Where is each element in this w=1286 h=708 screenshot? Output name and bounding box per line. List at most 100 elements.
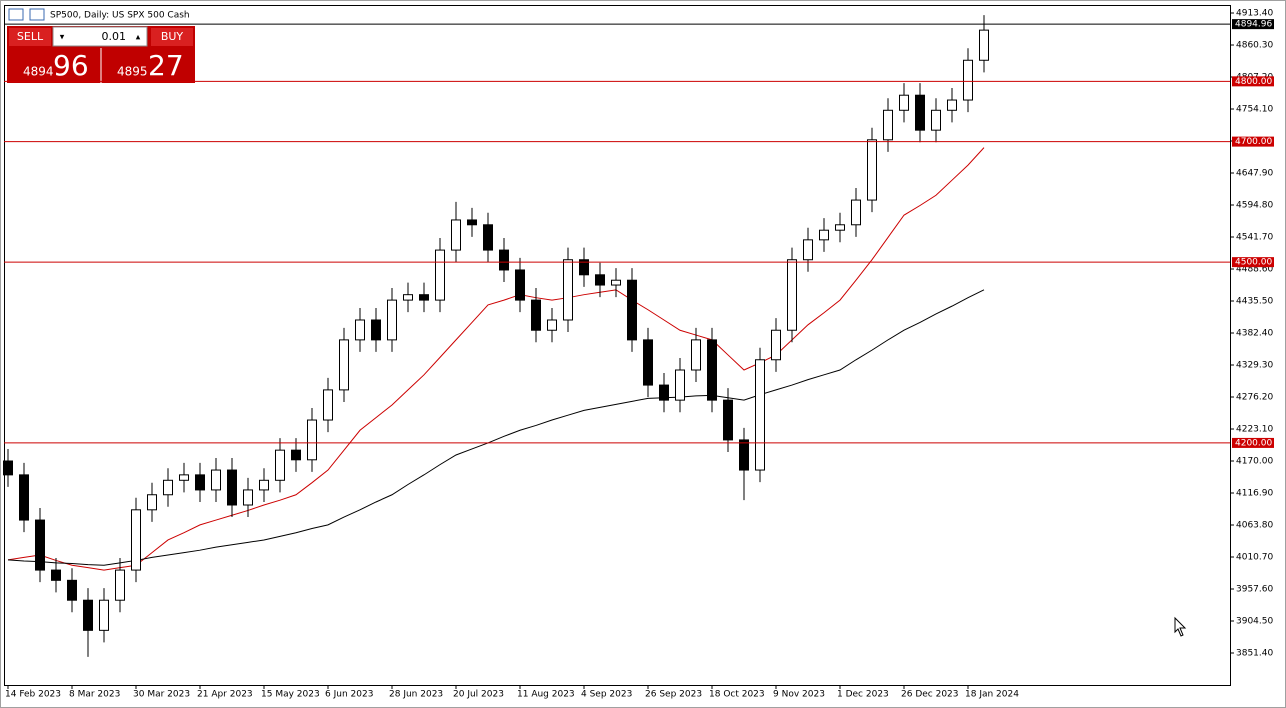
candle-body [787, 259, 797, 331]
candle-body [371, 319, 381, 341]
candle-body [563, 259, 573, 321]
lot-value: 0.01 [102, 30, 127, 43]
candle-body [67, 579, 77, 601]
ask-main: 4895 [117, 65, 148, 79]
bid-main: 4894 [23, 65, 54, 79]
lot-up[interactable]: ▴ [136, 33, 141, 43]
trade-panel: SELL ▾ 0.01 ▴ BUY 4894 96 4895 27 [7, 26, 195, 83]
candle-body [275, 449, 285, 481]
candle-body [227, 469, 237, 506]
x-tick-label: 18 Jan 2024 [965, 690, 1019, 700]
candle-body [867, 139, 877, 201]
buy-label: BUY [161, 30, 184, 43]
candle-body [51, 569, 61, 581]
candle-body [211, 469, 221, 491]
x-tick-label: 26 Sep 2023 [645, 690, 702, 700]
candle-body [531, 299, 541, 331]
y-tick-label: 3904.50 [1236, 617, 1273, 627]
x-tick-label: 15 May 2023 [261, 690, 320, 700]
level-label: 4800.00 [1235, 77, 1272, 87]
y-tick-label: 4116.90 [1236, 489, 1273, 499]
buy-button[interactable] [151, 28, 193, 46]
candle-body [707, 339, 717, 401]
level-label-box [1232, 76, 1274, 87]
y-tick-label: 4435.50 [1236, 297, 1273, 307]
x-tick-label: 14 Feb 2023 [5, 690, 61, 700]
y-tick-label: 4647.90 [1236, 169, 1273, 179]
candle-body [803, 239, 813, 261]
level-label: 4700.00 [1235, 137, 1272, 147]
candle-body [179, 474, 189, 481]
y-tick-label: 4541.70 [1236, 233, 1273, 243]
lot-down[interactable]: ▾ [60, 33, 65, 43]
candle-body [883, 109, 893, 141]
candle-body [499, 249, 509, 271]
candle-body [835, 224, 845, 231]
y-tick-label: 4488.60 [1236, 265, 1273, 275]
candle-body [931, 109, 941, 131]
candle-body [483, 224, 493, 251]
candle-body [131, 509, 141, 571]
y-tick-label: 4913.40 [1236, 9, 1273, 19]
candle-body [3, 460, 13, 476]
candle-body [451, 219, 461, 251]
candle-body [899, 94, 909, 111]
x-tick-label: 26 Dec 2023 [901, 690, 959, 700]
level-label-box [1232, 136, 1274, 147]
y-tick-label: 4223.10 [1236, 425, 1273, 435]
candle-body [611, 279, 621, 286]
candle-body [851, 199, 861, 226]
bid-pips: 96 [53, 49, 89, 82]
candle-body [755, 359, 765, 471]
candle-body [163, 479, 173, 496]
candle-body [691, 339, 701, 371]
candle-body [595, 274, 605, 286]
candle-body [259, 479, 269, 491]
candle-body [659, 384, 669, 401]
candle-body [355, 319, 365, 341]
candle-body [739, 439, 749, 471]
candle-body [195, 474, 205, 491]
candle-body [339, 339, 349, 391]
x-tick-label: 11 Aug 2023 [517, 690, 575, 700]
y-tick-label: 3851.40 [1236, 649, 1273, 659]
candle-body [915, 94, 925, 131]
plot: 4913.404860.304807.204754.104701.004647.… [3, 9, 1274, 700]
menu-icon[interactable] [8, 8, 24, 21]
x-tick-label: 18 Oct 2023 [709, 690, 765, 700]
moving-average [7, 147, 985, 571]
header: SP500, Daily: US SPX 500 Cash [8, 8, 190, 21]
plot-frame [4, 5, 1231, 686]
chart-icon[interactable] [29, 8, 45, 21]
level-label: 4200.00 [1235, 438, 1272, 448]
level-label: 4500.00 [1235, 258, 1272, 268]
x-tick-label: 4 Sep 2023 [581, 690, 632, 700]
candle-body [947, 99, 957, 111]
x-tick-label: 28 Jun 2023 [389, 690, 443, 700]
lot-input[interactable] [52, 26, 148, 47]
level-label-box [1232, 257, 1274, 268]
sell-label: SELL [17, 30, 44, 43]
candle-body [723, 399, 733, 441]
candle-body [243, 489, 253, 506]
candle-body [403, 294, 413, 301]
candle-body [83, 599, 93, 631]
x-tick-label: 1 Dec 2023 [837, 690, 889, 700]
y-tick-label: 4329.30 [1236, 361, 1273, 371]
candle-body [435, 249, 445, 301]
candle-body [547, 319, 557, 331]
x-tick-label: 20 Jul 2023 [453, 690, 504, 700]
candle-body [675, 369, 685, 401]
candle-body [515, 269, 525, 301]
x-tick-label: 30 Mar 2023 [133, 690, 190, 700]
x-tick-label: 9 Nov 2023 [773, 690, 825, 700]
candle-body [419, 294, 429, 301]
candle-body [291, 449, 301, 461]
sell-button[interactable] [9, 28, 51, 46]
candle-body [579, 259, 589, 276]
candle-body [771, 329, 781, 361]
current-price-box [1232, 19, 1274, 30]
candle-body [627, 279, 637, 341]
y-tick-label: 4594.80 [1236, 201, 1273, 211]
